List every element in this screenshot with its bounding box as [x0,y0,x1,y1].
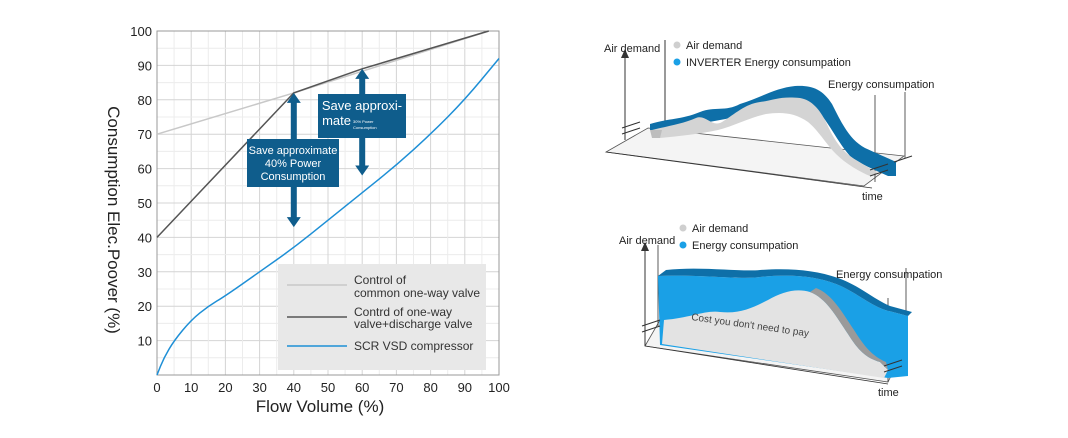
diagram2-time-axis [644,345,889,385]
x-tick-label: 0 [153,380,160,395]
x-tick-label: 60 [355,380,369,395]
x-tick-label: 50 [321,380,335,395]
diagram2-break-right-1 [883,359,903,367]
x-tick-label: 40 [287,380,301,395]
callout-30-small2: Consumption [353,125,377,130]
diagram1-break-left-2 [621,127,641,135]
arrow-head-down [286,217,301,228]
x-tick-labels: 0 10 20 30 40 50 60 70 80 90 100 [153,380,509,395]
x-tick-label: 90 [458,380,472,395]
y-tick-label: 60 [138,162,152,177]
callout-40-box [247,139,339,187]
arrow-head-up [355,68,370,79]
diagram1-label-energy: Energy consumpation [828,79,934,91]
callout-40-line3: Consumption [261,171,326,183]
x-tick-label: 20 [218,380,232,395]
diagram1-label-time: time [862,191,883,203]
legend-label-discharge-2: valve+discharge valve [354,317,473,331]
legend: Control of common one-way valve Contrd o… [278,264,486,370]
callout-30-line2: mate [322,113,351,128]
y-tick-label: 70 [138,127,152,142]
y-tick-label: 10 [138,334,152,349]
y-tick-label: 40 [138,230,152,245]
diagram1-legend-energy: INVERTER Energy consumpation [686,57,851,69]
diagram2-break-left-1 [641,319,661,327]
diagram2-break-left-2 [641,325,661,333]
diagram1-break-left-1 [621,121,641,129]
diagram2-legend-air: Air demand [692,223,748,235]
diagram1-floor [604,127,906,187]
diagram1-break-right-2 [869,169,889,177]
x-tick-label: 80 [423,380,437,395]
diagram2-break-right-2 [883,365,903,373]
diagram2-label-air-demand: Air demand [619,235,675,247]
y-tick-label: 100 [130,24,152,39]
diagram1-time-axis [605,151,873,189]
diagram2-label-time: time [878,387,899,399]
callout-40-line1: Save approximate [249,145,338,157]
energy-cost-diagram: Cost you don't need to pay Air demand ti… [619,223,942,399]
y-tick-labels: 10 20 30 40 50 60 70 80 90 100 [130,24,152,349]
diagram2-legend-energy: Energy consumpation [692,240,798,252]
legend-label-discharge-1: Contrd of one-way [354,305,452,319]
callout-save-30: Save approxi- mate 30% Power Consumption [318,94,406,138]
inverter-energy-diagram: Air demand time Energy consumpation Air … [604,40,934,203]
diagram2-legend-dot-air [679,224,687,232]
callout-30-line1: Save approxi- [322,98,402,113]
y-tick-label: 30 [138,265,152,280]
diagram2-energy-top [658,268,912,316]
callout-40-line2: 40% Power [265,158,322,170]
arrow-head-up [286,92,301,103]
x-tick-label: 30 [252,380,266,395]
diagram1-break-right-1 [869,163,889,171]
y-tick-label: 80 [138,93,152,108]
x-tick-label: 100 [488,380,510,395]
legend-label-common-2: common one-way valve [354,286,480,300]
y-axis-title: Consumption Elec.Poover (%) [104,106,123,334]
diagram2-y-arrow [641,242,649,251]
diagram2-label-energy: Energy consumpation [836,269,942,281]
x-tick-label: 70 [389,380,403,395]
diagram2-air-area [662,290,888,378]
legend-label-common-1: Control of [354,273,407,287]
x-axis-title: Flow Volume (%) [256,397,384,416]
callout-30-box [318,94,406,138]
callout-save-40: Save approximate 40% Power Consumption [247,139,339,187]
diagram1-break-right-3 [893,155,913,163]
y-tick-label: 20 [138,299,152,314]
series-discharge-valve-line [156,30,489,238]
callout-30-small1: 30% Power [353,119,374,124]
diagram1-label-air-demand: Air demand [604,43,660,55]
y-tick-label: 90 [138,58,152,73]
series-vsd-line [156,58,500,376]
diagram2-air-edge [810,288,888,370]
diagram1-legend-dot-air [673,41,681,49]
diagram1-air-edge [650,130,662,138]
diagram1-y-arrow [621,49,629,58]
diagram2-legend-dot-energy [679,241,687,249]
y-tick-label: 50 [138,196,152,211]
line-chart: 10 20 30 40 50 60 70 80 90 100 0 10 20 30 40 50 60 70 80 9… [104,24,510,416]
x-tick-label: 10 [184,380,198,395]
diagram1-air-area [652,97,878,176]
legend-label-vsd: SCR VSD compressor [354,339,473,353]
diagram1-legend-air: Air demand [686,40,742,52]
arrow-head-down [355,165,370,176]
diagram1-legend-dot-energy [673,58,681,66]
plot-frame [156,30,500,376]
